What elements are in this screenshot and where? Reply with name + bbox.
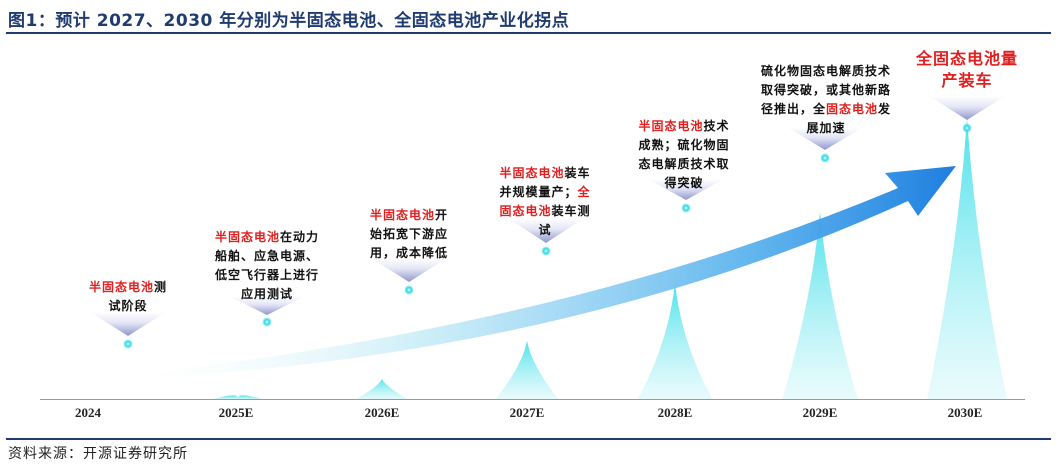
note-line: 硫化物固态电解质技术 <box>752 62 900 81</box>
note-2027E: 半固态电池装车 并规模量产；全 固态电池装车测试 <box>488 164 602 240</box>
note-line: 态电解质技术取 <box>625 155 743 174</box>
note-text: 船舶、应急电源、 <box>214 249 319 263</box>
note-line: 应用测试 <box>202 285 332 304</box>
note-text: 取得突破，或其他新路 <box>760 83 891 97</box>
figure-title: 图1：预计 2027、2030 年分别为半固态电池、全固态电池产业化拐点 <box>8 11 570 31</box>
note-line: 半固态电池测 <box>78 278 178 297</box>
note-line: 展加速 <box>752 119 900 138</box>
note-line: 产装车 <box>902 70 1032 92</box>
note-text: 试阶段 <box>108 299 148 313</box>
year-label-2030E: 2030E <box>947 405 983 420</box>
note-line: 固态电池装车测 <box>488 202 602 221</box>
note-line: 径推出，全固态电池发 <box>752 100 900 119</box>
pin-2029E <box>787 127 863 163</box>
note-2029E: 硫化物固态电解质技术 取得突破，或其他新路 径推出，全固态电池发 展加速 <box>752 62 900 138</box>
year-label-2029E: 2029E <box>802 405 838 420</box>
note-2028E: 半固态电池技术成熟；硫化物固 态电解质技术取 得突破 <box>625 117 743 193</box>
pin-2030E <box>929 96 1005 133</box>
pin-2028E <box>648 179 724 213</box>
note-text: 试 <box>538 223 552 237</box>
note-text: 态电解质技术取 <box>638 157 730 171</box>
peak-2026E <box>355 378 409 400</box>
note-text: 始拓宽下游应 <box>369 227 448 241</box>
timeline-axis <box>40 399 1025 400</box>
note-text: 用，成本降低 <box>369 246 448 260</box>
year-label-2028E: 2028E <box>657 405 693 420</box>
note-text: 开 <box>435 208 449 222</box>
note-2025E: 半固态电池在动力船舶、应急电源、 低空飞行器上进行 应用测试 <box>202 228 332 304</box>
note-line: 得突破 <box>625 174 743 193</box>
note-line: 始拓宽下游应 <box>356 225 462 244</box>
note-line: 船舶、应急电源、 <box>202 247 332 266</box>
note-line: 用，成本降低 <box>356 244 462 263</box>
highlight-text: 固态电池 <box>825 102 878 116</box>
note-line: 试阶段 <box>78 297 178 316</box>
highlight-text: 半固态电池 <box>638 119 704 133</box>
note-text: 技术 <box>703 119 730 133</box>
note-2024: 半固态电池测 试阶段 <box>78 278 178 316</box>
year-label-2024: 2024 <box>75 405 101 420</box>
peak-2029E <box>782 212 858 400</box>
peak-2028E <box>637 283 713 400</box>
pin-2026E <box>371 258 447 295</box>
note-text: 成熟；硫化物固 <box>638 138 730 152</box>
note-2026E: 半固态电池开始拓宽下游应 用，成本降低 <box>356 206 462 263</box>
note-line: 半固态电池技术 <box>625 117 743 136</box>
highlight-text: 半固态电池 <box>88 280 154 294</box>
highlight-text: 半固态电池 <box>499 166 565 180</box>
highlight-text: 半固态电池 <box>214 230 280 244</box>
peak-2025E <box>210 395 266 400</box>
note-line: 全固态电池量 <box>902 48 1032 70</box>
highlight-text: 固态电池 <box>499 204 552 218</box>
highlight-text: 产装车 <box>941 71 993 90</box>
note-text: 装车测 <box>551 204 591 218</box>
note-text: 得突破 <box>664 176 704 190</box>
note-line: 取得突破，或其他新路 <box>752 81 900 100</box>
note-text: 并规模量产； <box>499 185 578 199</box>
year-label-2027E: 2027E <box>509 405 545 420</box>
title-rule <box>6 32 1051 34</box>
note-line: 成熟；硫化物固 <box>625 136 743 155</box>
source-rule <box>6 438 1051 440</box>
note-2030E: 全固态电池量 产装车 <box>902 48 1032 92</box>
note-text: 径推出，全 <box>760 102 826 116</box>
pin-2027E <box>508 218 584 256</box>
note-text: 低空飞行器上进行 <box>214 268 319 282</box>
source-note: 资料来源：开源证券研究所 <box>8 446 188 462</box>
highlight-text: 全固态电池量 <box>915 49 1018 68</box>
note-line: 低空飞行器上进行 <box>202 266 332 285</box>
note-text: 在动力 <box>280 230 320 244</box>
highlight-text: 半固态电池 <box>369 208 435 222</box>
peak-2027E <box>495 341 559 400</box>
note-text: 发 <box>878 102 892 116</box>
note-line: 半固态电池开 <box>356 206 462 225</box>
note-line: 半固态电池装车 <box>488 164 602 183</box>
note-text: 测 <box>154 280 168 294</box>
pin-2024 <box>90 312 166 349</box>
note-text: 装车 <box>564 166 591 180</box>
note-line: 并规模量产；全 <box>488 183 602 202</box>
note-text: 展加速 <box>806 121 846 135</box>
peak-2030E <box>927 118 1007 400</box>
year-label-2025E: 2025E <box>218 405 254 420</box>
pin-2025E <box>229 296 305 327</box>
highlight-text: 全 <box>577 185 591 199</box>
note-text: 硫化物固态电解质技术 <box>760 64 891 78</box>
note-line: 试 <box>488 221 602 240</box>
year-label-2026E: 2026E <box>364 405 400 420</box>
note-line: 半固态电池在动力 <box>202 228 332 247</box>
note-text: 应用测试 <box>240 287 293 301</box>
